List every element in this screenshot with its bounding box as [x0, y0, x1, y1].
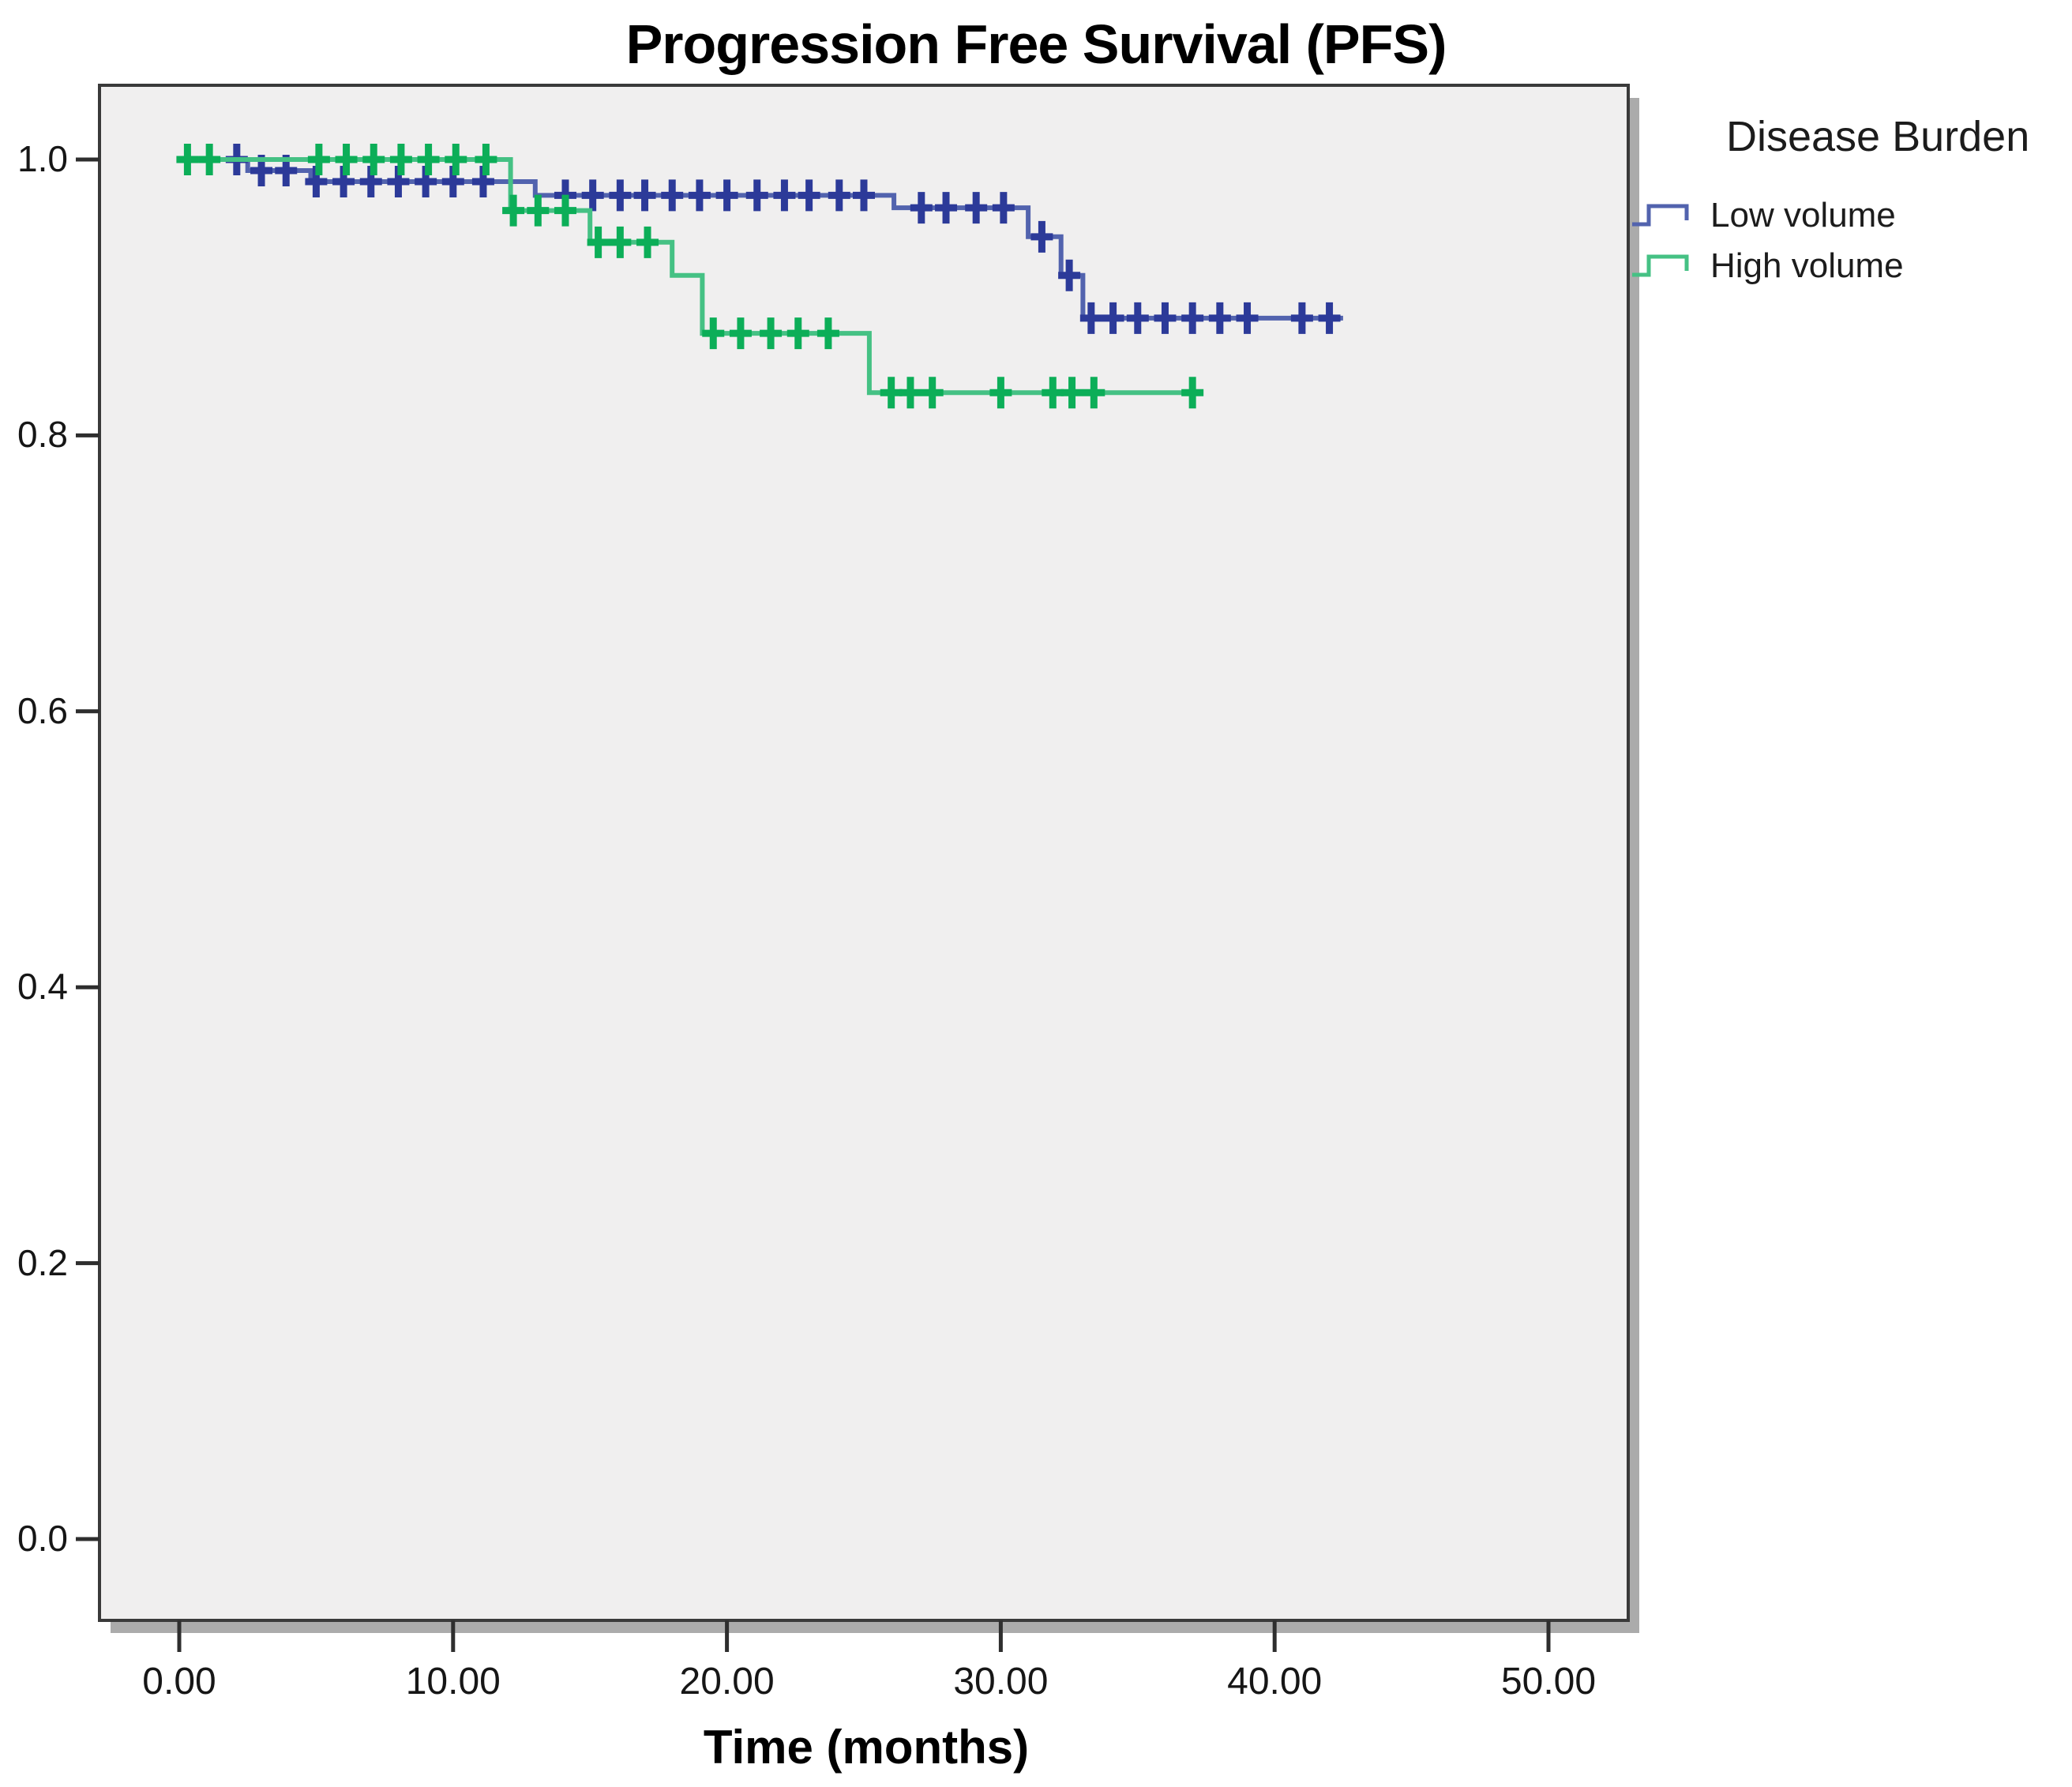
y-tick-label: 0.6 [17, 689, 68, 731]
plot-area [98, 84, 1630, 1622]
legend-label-low-volume: Low volume [1710, 196, 1896, 235]
legend-entry-low-volume: Low volume [1630, 196, 1896, 235]
x-tick-label: 20.00 [679, 1661, 775, 1703]
y-tick-label: 1.0 [17, 137, 68, 179]
legend-label-high-volume: High volume [1710, 246, 1904, 285]
high-volume-key-icon [1632, 254, 1689, 277]
legend-title: Disease Burden [1726, 113, 2030, 160]
x-tick-label: 10.00 [405, 1661, 501, 1703]
x-tick-label: 50.00 [1500, 1661, 1597, 1703]
x-tick-label: 40.00 [1227, 1661, 1323, 1703]
legend-entry-high-volume: High volume [1630, 246, 1904, 285]
x-axis-title: Time (months) [703, 1721, 1030, 1774]
low-volume-key-icon [1632, 204, 1689, 227]
y-tick-label: 0.4 [17, 966, 68, 1008]
x-tick-label: 0.00 [142, 1661, 216, 1703]
x-tick-label: 30.00 [953, 1661, 1049, 1703]
y-tick-label: 0.2 [17, 1241, 68, 1283]
y-tick-label: 0.8 [17, 414, 68, 456]
high-volume-censor-marks [176, 144, 1204, 409]
y-tick-label: 0.0 [17, 1517, 68, 1559]
chart-title: Progression Free Survival (PFS) [625, 13, 1447, 75]
